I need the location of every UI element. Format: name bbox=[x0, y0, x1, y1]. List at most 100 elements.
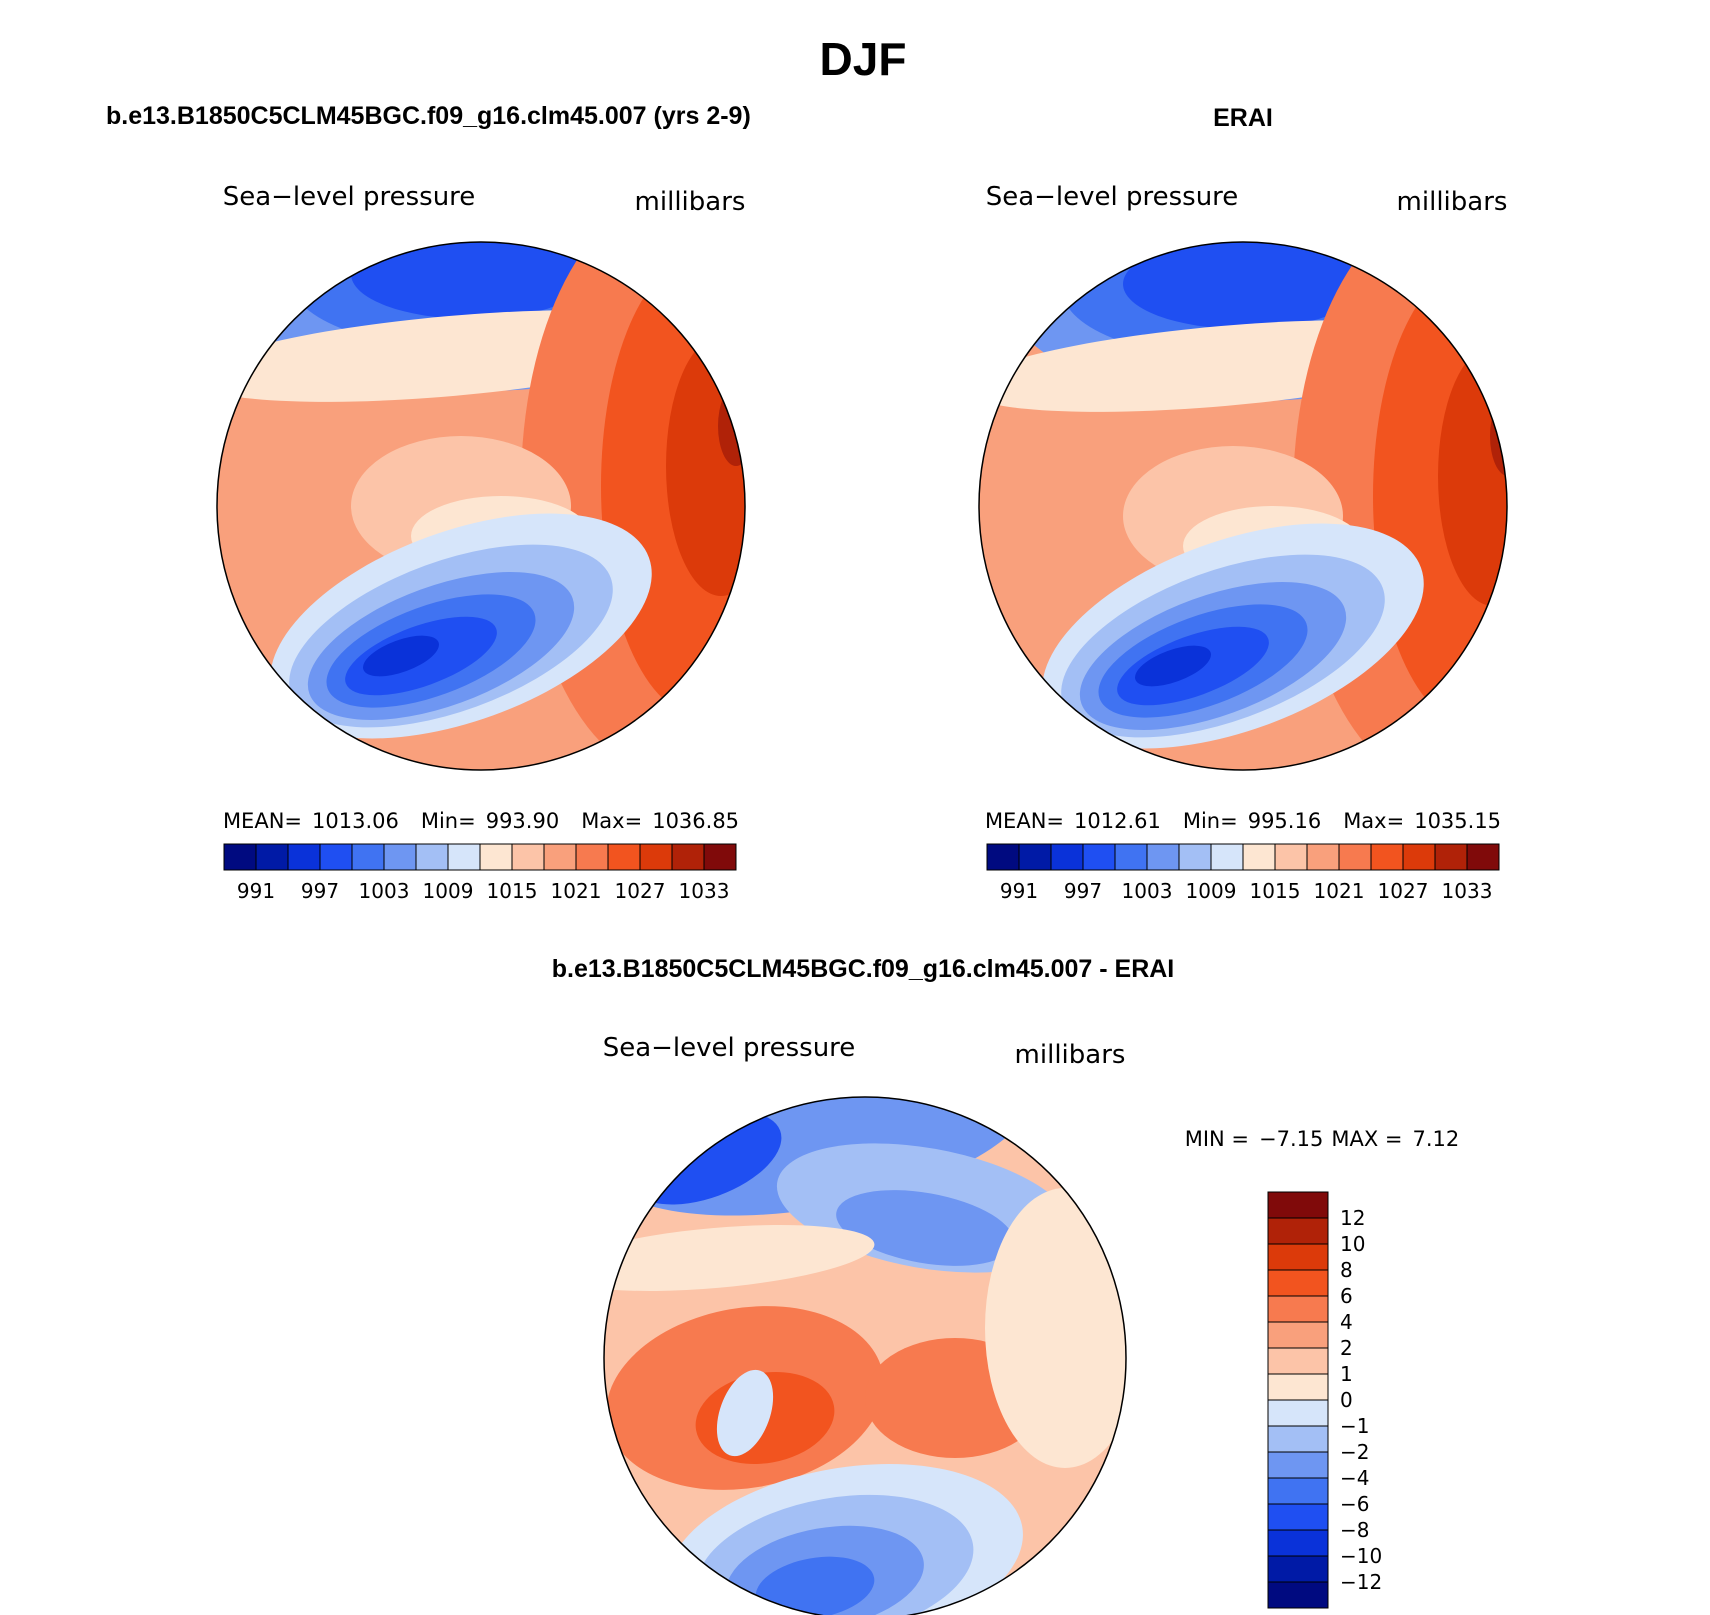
colorbar-box bbox=[351, 843, 385, 871]
colorbar-box bbox=[1050, 843, 1084, 871]
contour-region bbox=[755, 1556, 875, 1615]
colorbar-label: 6 bbox=[1340, 1284, 1353, 1308]
colorbar-box bbox=[1267, 1399, 1329, 1427]
map-border bbox=[216, 241, 746, 771]
colorbar-box bbox=[1018, 843, 1052, 871]
colorbar-box bbox=[1267, 1191, 1329, 1219]
stats: MEAN= 1012.61 Min= 995.16 Max= 1035.15 bbox=[985, 809, 1501, 833]
colorbar-label: 1 bbox=[1340, 1362, 1353, 1386]
stat-value: 1035.15 bbox=[1414, 809, 1501, 833]
colorbar-label: −10 bbox=[1340, 1544, 1382, 1568]
stat-label: Max= bbox=[581, 809, 642, 833]
colorbar-box bbox=[1267, 1581, 1329, 1609]
units-label: millibars bbox=[635, 187, 746, 217]
colorbar-box bbox=[1267, 1217, 1329, 1245]
map bbox=[217, 242, 745, 770]
colorbar-box bbox=[1146, 843, 1180, 871]
colorbar-label: 1003 bbox=[359, 879, 410, 903]
colorbar-box bbox=[543, 843, 577, 871]
colorbar-box bbox=[671, 843, 705, 871]
panel-title: ERAI bbox=[1213, 104, 1273, 132]
colorbar-box bbox=[1267, 1295, 1329, 1323]
panel-title: b.e13.B1850C5CLM45BGC.f09_g16.clm45.007 … bbox=[106, 102, 751, 130]
colorbar-label: 8 bbox=[1340, 1258, 1353, 1282]
stat-label: MAX = bbox=[1331, 1127, 1402, 1151]
map bbox=[604, 1097, 1126, 1615]
stat-value: 7.12 bbox=[1413, 1127, 1460, 1151]
colorbar-box bbox=[1338, 843, 1372, 871]
colorbar-label: 991 bbox=[1000, 879, 1038, 903]
stat-value: 1013.06 bbox=[312, 809, 399, 833]
colorbar-box bbox=[1267, 1451, 1329, 1479]
colorbar-label: 2 bbox=[1340, 1336, 1353, 1360]
colorbar-label: 1015 bbox=[487, 879, 538, 903]
variable-label: Sea−level pressure bbox=[223, 182, 476, 212]
contour-region bbox=[604, 1225, 875, 1291]
colorbar-label: −8 bbox=[1340, 1518, 1369, 1542]
colorbar-box bbox=[1267, 1555, 1329, 1583]
colorbar-label: 1033 bbox=[679, 879, 730, 903]
colorbar-box bbox=[1402, 843, 1436, 871]
stat-label: Min= bbox=[421, 809, 476, 833]
colorbar-label: 4 bbox=[1340, 1310, 1353, 1334]
colorbar-box bbox=[1267, 1321, 1329, 1349]
colorbar-box bbox=[1267, 1503, 1329, 1531]
colorbar-box bbox=[639, 843, 673, 871]
stat-label: MIN = bbox=[1185, 1127, 1249, 1151]
colorbar-box bbox=[1306, 843, 1340, 871]
map bbox=[979, 242, 1507, 770]
colorbar-box bbox=[1114, 843, 1148, 871]
stat-value: 995.16 bbox=[1248, 809, 1321, 833]
contour-region bbox=[718, 386, 745, 466]
contour-region bbox=[363, 635, 439, 677]
colorbar-label: 991 bbox=[237, 879, 275, 903]
colorbar-box bbox=[1178, 843, 1212, 871]
colorbar-box bbox=[1267, 1373, 1329, 1401]
colorbar-label: 0 bbox=[1340, 1388, 1353, 1412]
stat-value: 1036.85 bbox=[652, 809, 739, 833]
variable-label: Sea−level pressure bbox=[986, 182, 1239, 212]
colorbar-box bbox=[1082, 843, 1116, 871]
colorbar-box bbox=[319, 843, 353, 871]
colorbar-box bbox=[383, 843, 417, 871]
colorbar-box bbox=[287, 843, 321, 871]
colorbar-box bbox=[1267, 1269, 1329, 1297]
colorbar-label: 12 bbox=[1340, 1206, 1365, 1230]
stat-label: Min= bbox=[1183, 809, 1238, 833]
stats: MIN = −7.15 MAX = 7.12 bbox=[1185, 1127, 1460, 1151]
contour-region bbox=[836, 1190, 1014, 1266]
colorbar-label: −1 bbox=[1340, 1414, 1369, 1438]
colorbar-label: −6 bbox=[1340, 1492, 1369, 1516]
figure-title: DJF bbox=[820, 33, 907, 85]
colorbar-label: 1021 bbox=[551, 879, 602, 903]
colorbar-label: 1033 bbox=[1442, 879, 1493, 903]
colorbar-box bbox=[703, 843, 737, 871]
colorbar-box bbox=[479, 843, 513, 871]
colorbar-label: −12 bbox=[1340, 1570, 1382, 1594]
colorbar-box bbox=[1267, 1243, 1329, 1271]
colorbar-box bbox=[986, 843, 1020, 871]
stat-label: MEAN= bbox=[985, 809, 1064, 833]
stat-value: 993.90 bbox=[486, 809, 559, 833]
colorbar-label: −4 bbox=[1340, 1466, 1369, 1490]
colorbar-label: 997 bbox=[301, 879, 339, 903]
colorbar-box bbox=[1370, 843, 1404, 871]
stat-label: Max= bbox=[1343, 809, 1404, 833]
colorbar-box bbox=[1434, 843, 1468, 871]
colorbar-box bbox=[1242, 843, 1276, 871]
colorbar-box bbox=[447, 843, 481, 871]
stat-value: −7.15 bbox=[1259, 1127, 1323, 1151]
contour-region bbox=[1123, 242, 1363, 329]
colorbar-box bbox=[415, 843, 449, 871]
stat-label: MEAN= bbox=[223, 809, 302, 833]
contour-region bbox=[1135, 645, 1211, 687]
colorbar-box bbox=[223, 843, 257, 871]
units-label: millibars bbox=[1015, 1040, 1126, 1070]
map-border bbox=[603, 1096, 1127, 1615]
colorbar-label: 1009 bbox=[423, 879, 474, 903]
colorbar-label: 1015 bbox=[1250, 879, 1301, 903]
map-border bbox=[978, 241, 1508, 771]
stats: MEAN= 1013.06 Min= 993.90 Max= 1036.85 bbox=[223, 809, 739, 833]
colorbar-label: 10 bbox=[1340, 1232, 1365, 1256]
